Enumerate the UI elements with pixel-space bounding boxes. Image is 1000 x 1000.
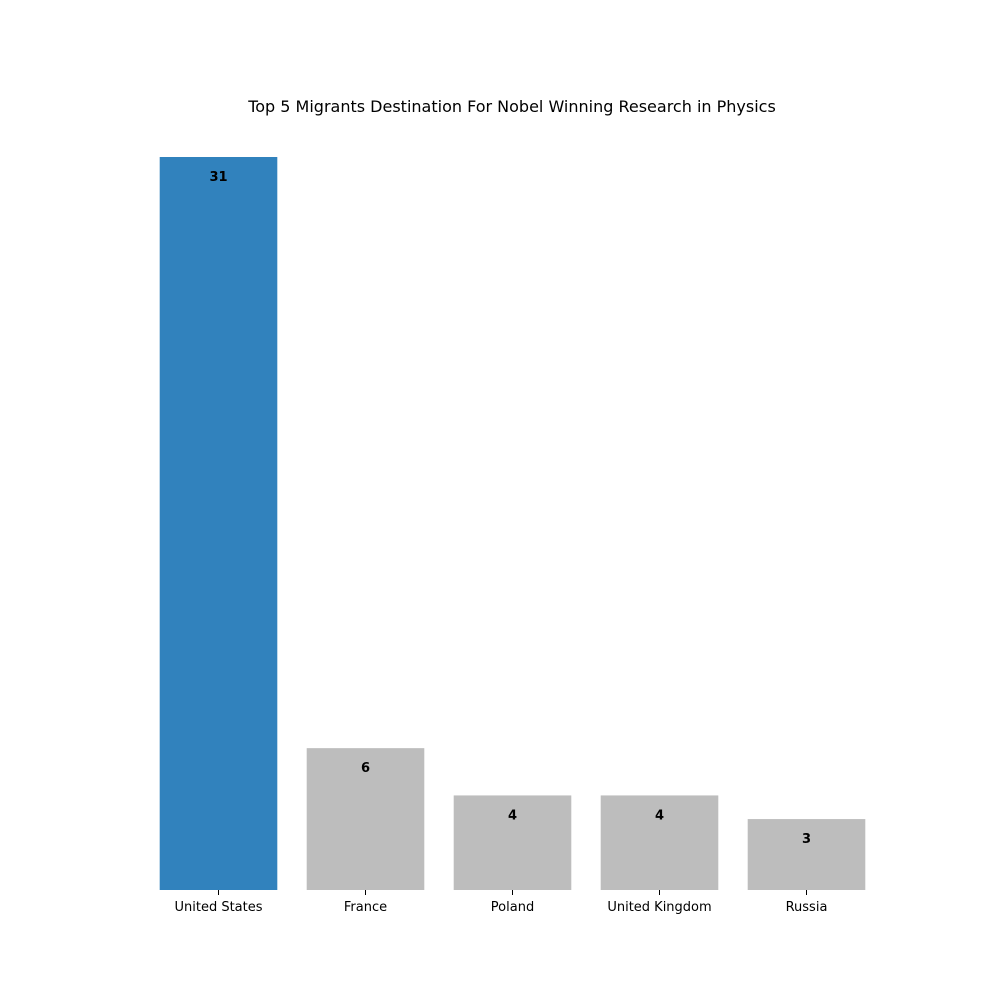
data-label-poland: 4 — [508, 808, 517, 823]
x-tick-label: United States — [174, 900, 262, 915]
bar-united-states — [159, 157, 278, 890]
data-label-france: 6 — [361, 761, 370, 776]
x-tick-label: Poland — [491, 900, 534, 915]
data-label-russia: 3 — [802, 832, 811, 847]
data-label-united-kingdom: 4 — [655, 808, 664, 823]
data-label-united-states: 31 — [209, 170, 227, 185]
bar-france — [306, 748, 425, 890]
x-tick-label: United Kingdom — [607, 900, 711, 915]
chart-title: Top 5 Migrants Destination For Nobel Win… — [247, 97, 776, 116]
bar-russia — [747, 819, 866, 890]
x-tick-label: Russia — [786, 900, 828, 915]
bars-group — [159, 157, 866, 890]
x-tick-label: France — [344, 900, 387, 915]
bar-poland — [453, 795, 572, 890]
bar-united-kingdom — [600, 795, 719, 890]
x-axis: United States France Poland United Kingdom R… — [174, 890, 827, 915]
data-labels-group: 31 6 4 4 3 — [209, 170, 811, 847]
